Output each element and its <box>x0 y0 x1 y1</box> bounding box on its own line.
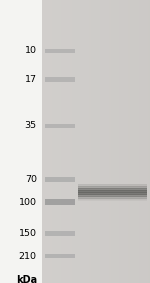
Bar <box>78 196 147 197</box>
Bar <box>78 192 147 193</box>
Text: 70: 70 <box>25 175 37 184</box>
Text: 10: 10 <box>25 46 37 55</box>
Bar <box>78 193 147 194</box>
Bar <box>78 197 147 198</box>
Bar <box>78 194 147 195</box>
Bar <box>45 124 75 128</box>
Bar <box>78 189 147 190</box>
Bar <box>78 199 147 200</box>
Text: 35: 35 <box>25 121 37 130</box>
Bar <box>78 187 147 188</box>
Bar <box>78 197 147 198</box>
Text: 100: 100 <box>19 198 37 207</box>
Bar <box>78 195 147 196</box>
Bar <box>78 190 147 191</box>
Bar <box>78 183 147 184</box>
Bar <box>78 193 147 194</box>
Bar <box>45 199 75 205</box>
Text: 150: 150 <box>19 229 37 238</box>
Bar <box>78 186 147 187</box>
Bar <box>78 184 147 185</box>
Bar <box>78 194 147 195</box>
Bar <box>45 49 75 53</box>
Bar <box>78 200 147 201</box>
Bar <box>78 192 147 193</box>
Bar <box>78 188 147 189</box>
Text: 17: 17 <box>25 75 37 84</box>
Text: kDa: kDa <box>16 275 38 283</box>
Bar <box>45 177 75 182</box>
Bar <box>78 191 147 192</box>
Bar <box>45 254 75 258</box>
Bar <box>78 196 147 197</box>
Bar <box>78 185 147 186</box>
Bar <box>45 231 75 236</box>
Bar <box>78 198 147 199</box>
Bar <box>45 77 75 82</box>
Bar <box>78 199 147 200</box>
Bar <box>78 195 147 196</box>
Text: 210: 210 <box>19 252 37 261</box>
Bar <box>78 198 147 199</box>
Bar <box>78 200 147 201</box>
